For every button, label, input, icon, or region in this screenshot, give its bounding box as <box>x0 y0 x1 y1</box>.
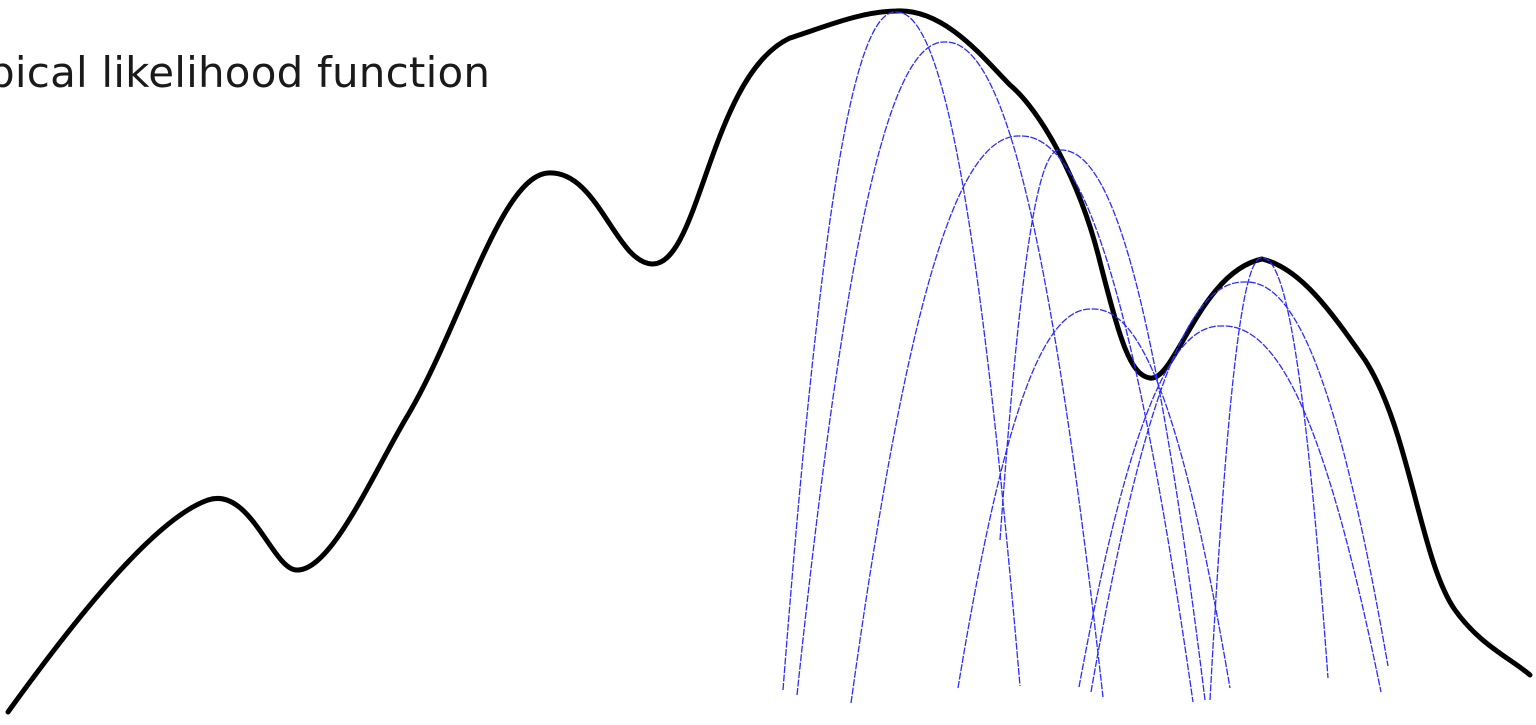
local-approximations-group <box>782 11 1389 704</box>
local-approximation-curve <box>1209 257 1329 701</box>
local-approximation-curve <box>782 11 1021 691</box>
local-approximation-curve <box>796 41 1104 698</box>
local-approximation-curve <box>999 149 1206 701</box>
local-approximation-curve <box>1078 325 1382 693</box>
diagram-title: ypical likelihood function <box>0 48 491 97</box>
likelihood-curve <box>5 8 1533 715</box>
local-approximation-curve <box>1090 281 1389 693</box>
local-approximation-curve <box>957 308 1231 689</box>
local-approximation-curve <box>850 135 1194 704</box>
